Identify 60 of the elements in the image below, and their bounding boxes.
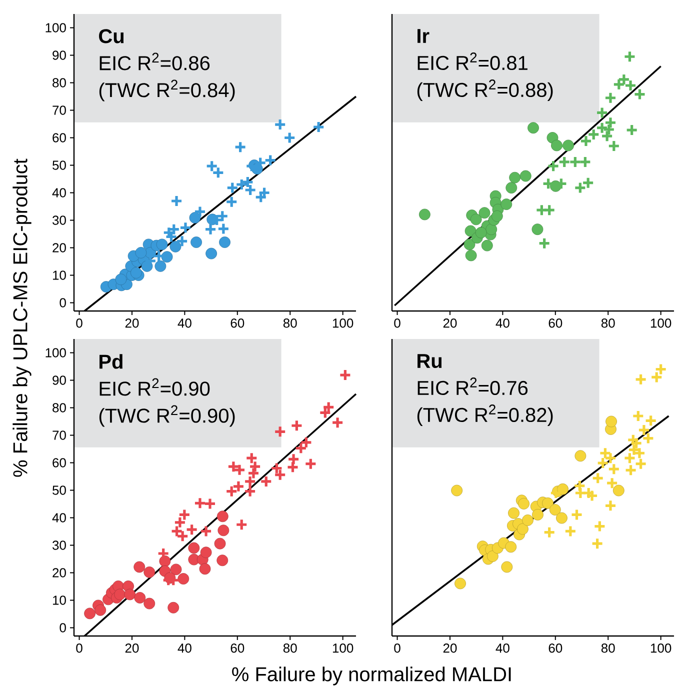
x-tick-label: 60 <box>548 644 562 653</box>
x-tick-label: 20 <box>443 318 457 328</box>
x-tick-label: 40 <box>178 318 192 328</box>
y-tick-label: 50 <box>52 486 66 495</box>
x-tick-label: 100 <box>650 644 672 653</box>
y-tick-label: 50 <box>52 160 66 170</box>
y-tick-label: 20 <box>52 568 66 578</box>
x-tick-label: 40 <box>496 644 510 653</box>
x-tick-label: 100 <box>650 318 672 328</box>
y-tick-label: 30 <box>52 216 66 225</box>
y-tick-label: 0 <box>60 623 66 632</box>
x-tick-label: 20 <box>443 644 457 653</box>
x-tick-label: 20 <box>125 644 139 653</box>
y-tick-label: 80 <box>52 78 66 88</box>
x-tick-label: 0 <box>394 644 400 653</box>
x-tick-label: 60 <box>230 644 244 653</box>
annotation: (TWC R$^{2}$=0.84) <box>99 80 235 102</box>
annotation: EIC R$^{2}$=0.81 <box>418 52 528 70</box>
annotation: (TWC R$^{2}$=0.88) <box>417 80 553 101</box>
y-axis-title: % Failure by UPLC-MS EIC-product <box>12 158 32 477</box>
y-tick-label: 40 <box>52 513 66 522</box>
y-tick-label: 60 <box>52 458 66 468</box>
x-tick-label: 80 <box>601 318 615 328</box>
y-tick-label: 100 <box>46 23 66 32</box>
y-tick-label: 80 <box>52 403 66 412</box>
annotation: EIC R$^{2}$=0.76 <box>418 378 528 396</box>
x-tick-label: 60 <box>230 318 244 328</box>
y-tick-label: 70 <box>52 430 66 440</box>
text: Cu <box>99 29 124 44</box>
y-tick-label: 90 <box>52 376 66 385</box>
x-tick-label: 80 <box>283 644 297 653</box>
x-tick-label: 100 <box>332 318 354 328</box>
y-tick-label: 0 <box>60 298 66 308</box>
annotation: EIC R$^{2}$=0.90 <box>100 378 210 396</box>
y-tick-label: 60 <box>52 133 66 142</box>
annotation: (TWC R$^{2}$=0.82) <box>417 404 553 426</box>
y-tick-label: 70 <box>52 106 66 115</box>
text: Ru <box>418 354 442 368</box>
x-axis-title: % Failure by normalized MALDI <box>232 666 511 686</box>
text: Pd <box>100 354 122 369</box>
x-tick-label: 0 <box>394 318 400 328</box>
x-tick-label: 40 <box>178 644 192 653</box>
y-tick-label: 10 <box>52 596 66 605</box>
y-tick-label: 20 <box>52 243 66 252</box>
x-tick-label: 60 <box>548 318 562 328</box>
y-tick-label: 10 <box>52 270 66 280</box>
text: Ir <box>418 29 430 43</box>
y-tick-label: 30 <box>52 540 66 550</box>
y-tick-label: 100 <box>46 348 66 358</box>
y-tick-label: 90 <box>52 50 66 60</box>
x-tick-label: 100 <box>332 644 354 653</box>
x-tick-label: 0 <box>76 318 82 328</box>
annotation: (TWC R$^{2}$=0.90) <box>99 405 235 427</box>
x-tick-label: 80 <box>283 318 297 328</box>
x-tick-label: 40 <box>496 318 510 328</box>
x-tick-label: 20 <box>125 318 139 328</box>
x-tick-label: 80 <box>601 644 615 653</box>
y-tick-label: 40 <box>52 188 66 198</box>
annotation: EIC R$^{2}$=0.86 <box>100 52 210 70</box>
x-tick-label: 0 <box>76 644 82 653</box>
